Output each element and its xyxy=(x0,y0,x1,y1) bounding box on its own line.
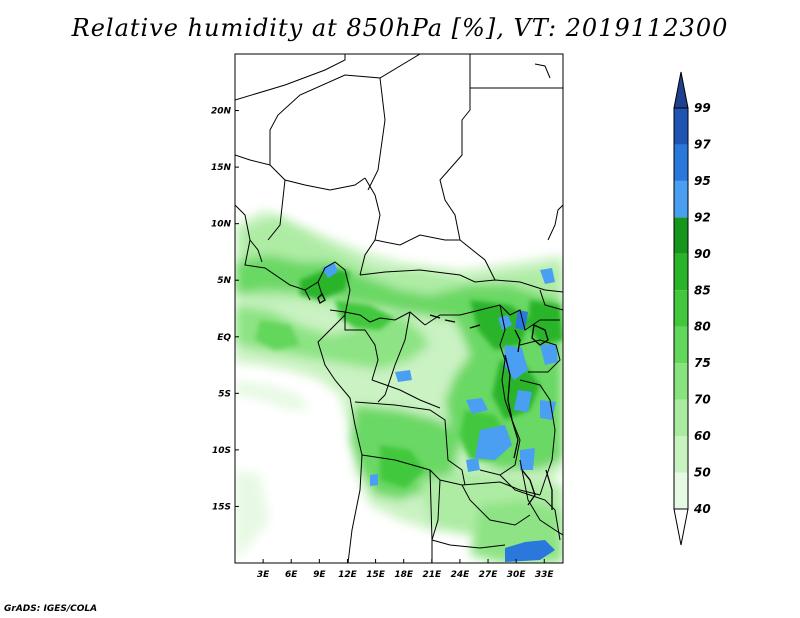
lat-tick-label: 15S xyxy=(212,502,231,512)
lon-tick-label: 9E xyxy=(313,570,326,580)
lat-tick-label: 5S xyxy=(218,389,231,399)
lon-tick-label: 15E xyxy=(366,570,386,580)
colorbar-label: 50 xyxy=(694,466,711,480)
lat-tick-label: 15N xyxy=(211,163,232,173)
humidity-field xyxy=(235,54,563,563)
colorbar-segment xyxy=(674,399,688,437)
lat-tick-label: 10N xyxy=(211,220,232,230)
colorbar-label: 80 xyxy=(694,320,711,334)
grads-credit: GrADS: IGES/COLA xyxy=(4,604,98,614)
lake-outlines xyxy=(317,292,553,510)
lon-tick-label: 30E xyxy=(507,570,527,580)
colorbar-segment xyxy=(674,290,688,327)
country-borders xyxy=(235,54,563,563)
colorbar-segment xyxy=(674,180,688,218)
longitude-axis: 3E 6E 9E 12E 15E 18E 21E 24E 27E 30E 33E xyxy=(257,559,555,580)
colorbar-label: 90 xyxy=(694,247,711,261)
colorbar-segment xyxy=(674,472,688,509)
lon-tick-label: 12E xyxy=(338,570,358,580)
colorbar-label: 99 xyxy=(694,101,711,115)
colorbar-segment xyxy=(674,217,688,254)
colorbar-label: 75 xyxy=(694,356,711,370)
lat-tick-label: 5N xyxy=(217,276,231,286)
map-title: Relative humidity at 850hPa [%], VT: 201… xyxy=(71,14,729,42)
colorbar-segment xyxy=(674,363,688,400)
colorbar-segment xyxy=(674,436,688,473)
colorbar-segment xyxy=(673,508,689,546)
colorbar-segment xyxy=(674,144,688,181)
colorbar-segment xyxy=(674,108,688,145)
colorbar-label: 70 xyxy=(694,393,711,407)
saturation-patches xyxy=(322,262,558,562)
lon-tick-label: 21E xyxy=(422,570,442,580)
map-frame xyxy=(234,53,564,564)
lon-tick-label: 24E xyxy=(451,570,471,580)
colorbar-label: 97 xyxy=(694,137,711,151)
colorbar-label: 95 xyxy=(694,174,711,188)
colorbar-label: 60 xyxy=(694,429,711,443)
lon-tick-label: 27E xyxy=(479,570,499,580)
lon-tick-label: 18E xyxy=(394,570,414,580)
lon-tick-label: 3E xyxy=(257,570,270,580)
colorbar-segment xyxy=(673,71,689,109)
colorbar-outline xyxy=(673,107,689,510)
colorbar-segment xyxy=(674,326,688,364)
colorbar: 40 50 60 70 75 80 85 90 92 95 97 99 xyxy=(673,71,711,546)
lon-tick-label: 6E xyxy=(285,570,298,580)
colorbar-label: 85 xyxy=(694,283,711,297)
lat-tick-label: EQ xyxy=(217,333,231,343)
lat-tick-label: 10S xyxy=(212,446,231,456)
colorbar-segment xyxy=(674,253,688,291)
colorbar-label: 40 xyxy=(693,502,711,516)
colorbar-label: 92 xyxy=(694,210,711,224)
latitude-axis: 20N 15N 10N 5N EQ 5S 10S 15S xyxy=(211,107,239,512)
lat-tick-label: 20N xyxy=(211,107,232,117)
lon-tick-label: 33E xyxy=(535,570,555,580)
